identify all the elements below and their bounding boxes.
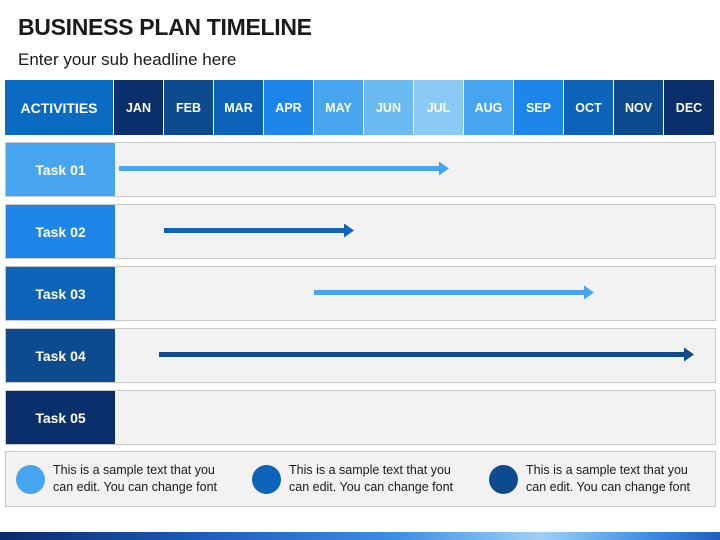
note-text: This is a sample text that you can edit.… (289, 463, 454, 494)
month-header-may: MAY (314, 80, 364, 135)
note-item: This is a sample text that you can edit.… (16, 452, 228, 506)
page-subtitle: Enter your sub headline here (18, 50, 237, 69)
note-item: This is a sample text that you can edit.… (489, 452, 701, 506)
month-header-mar: MAR (214, 80, 264, 135)
month-header-feb: FEB (164, 80, 214, 135)
note-text: This is a sample text that you can edit.… (526, 463, 691, 494)
notes-footer: This is a sample text that you can edit.… (5, 451, 716, 507)
month-header-aug: AUG (464, 80, 514, 135)
month-header-nov: NOV (614, 80, 664, 135)
month-header-sep: SEP (514, 80, 564, 135)
timeline-header: ACTIVITIES JAN FEB MAR APR MAY JUN JUL AUG SEP OC… (5, 80, 716, 135)
task-row: Task 05 (5, 390, 716, 445)
activities-header: ACTIVITIES (5, 80, 114, 135)
note-text: This is a sample text that you can edit.… (53, 463, 218, 494)
decorative-bottom-strip (0, 532, 720, 540)
month-header-jul: JUL (414, 80, 464, 135)
task-label: Task 05 (6, 391, 115, 444)
task-label: Task 01 (6, 143, 115, 196)
task-label: Task 04 (6, 329, 115, 382)
task-label: Task 02 (6, 205, 115, 258)
month-header-jun: JUN (364, 80, 414, 135)
task-row: Task 03 (5, 266, 716, 321)
month-header-oct: OCT (564, 80, 614, 135)
task-row: Task 02 (5, 204, 716, 259)
task-row: Task 04 (5, 328, 716, 383)
task-label: Task 03 (6, 267, 115, 320)
month-header-apr: APR (264, 80, 314, 135)
note-bullet-icon (489, 464, 518, 494)
month-header-dec: DEC (664, 80, 714, 135)
task-row: Task 01 (5, 142, 716, 197)
month-header-jan: JAN (114, 80, 164, 135)
page-title: BUSINESS PLAN TIMELINE (18, 14, 312, 40)
note-bullet-icon (16, 464, 45, 494)
note-bullet-icon (252, 464, 281, 494)
note-item: This is a sample text that you can edit.… (252, 452, 464, 506)
